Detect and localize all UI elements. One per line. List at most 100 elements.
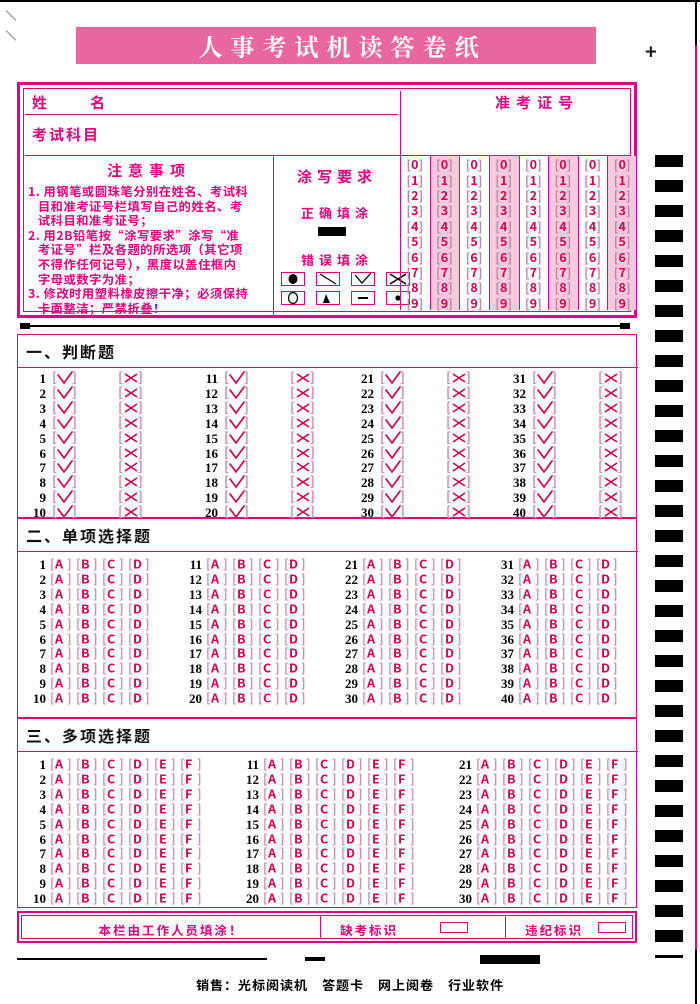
- svg-text:[: [: [580, 875, 585, 891]
- svg-text:[: [: [393, 831, 398, 847]
- svg-text:A: A: [210, 690, 220, 706]
- svg-text:[: [: [596, 660, 601, 676]
- svg-text:E: E: [585, 816, 593, 832]
- svg-text:]: ]: [67, 586, 72, 602]
- svg-text:[: [: [102, 816, 107, 832]
- svg-text:[: [: [180, 801, 185, 817]
- svg-text:[: [: [606, 875, 611, 891]
- svg-text:[: [: [258, 586, 263, 602]
- svg-text:[: [: [544, 571, 549, 587]
- svg-text:F: F: [398, 860, 405, 876]
- svg-text:A: A: [366, 586, 376, 602]
- svg-text:[: [: [528, 875, 533, 891]
- svg-text:B: B: [81, 816, 90, 832]
- svg-text:A: A: [267, 816, 277, 832]
- svg-text:[: [: [528, 860, 533, 876]
- svg-text:F: F: [398, 831, 405, 847]
- svg-text:]: ]: [384, 756, 389, 772]
- svg-text:]: ]: [493, 831, 498, 847]
- svg-text:[: [: [76, 845, 81, 861]
- svg-text:D: D: [559, 771, 568, 787]
- svg-text:]: ]: [249, 675, 254, 691]
- svg-text:[: [: [362, 571, 367, 587]
- svg-text:B: B: [237, 660, 246, 676]
- svg-text:[: [: [502, 845, 507, 861]
- svg-text:B: B: [81, 690, 90, 706]
- svg-text:[: [: [118, 370, 123, 386]
- svg-text:[: [: [102, 801, 107, 817]
- svg-text:B: B: [81, 601, 90, 617]
- svg-text:]: ]: [275, 675, 280, 691]
- svg-text:A: A: [366, 645, 376, 661]
- svg-text:[: [: [367, 831, 372, 847]
- svg-text:B: B: [549, 675, 558, 691]
- svg-text:[: [: [206, 645, 211, 661]
- svg-text:]: ]: [457, 645, 462, 661]
- svg-text:A: A: [54, 571, 64, 587]
- svg-text:D: D: [601, 675, 610, 691]
- svg-text:[: [: [580, 771, 585, 787]
- svg-text:]: ]: [145, 816, 150, 832]
- svg-text:[: [: [476, 801, 481, 817]
- svg-text:]: ]: [223, 556, 228, 572]
- svg-text:C: C: [320, 801, 328, 817]
- svg-text:[: [: [76, 756, 81, 772]
- svg-text:[: [: [380, 489, 385, 505]
- svg-text:]: ]: [519, 890, 524, 906]
- svg-text:[: [: [128, 645, 133, 661]
- svg-text:C: C: [107, 645, 115, 661]
- svg-text:]: ]: [306, 801, 311, 817]
- svg-text:D: D: [133, 660, 142, 676]
- svg-text:A: A: [480, 801, 490, 817]
- svg-text:]: ]: [67, 786, 72, 802]
- svg-text:D: D: [601, 571, 610, 587]
- svg-text:C: C: [107, 616, 115, 632]
- svg-text:D: D: [601, 601, 610, 617]
- svg-text:[: [: [206, 556, 211, 572]
- svg-text:]: ]: [613, 660, 618, 676]
- svg-text:[: [: [290, 430, 295, 446]
- svg-text:]: ]: [587, 601, 592, 617]
- svg-text:]: ]: [410, 816, 415, 832]
- svg-text:B: B: [81, 571, 90, 587]
- svg-text:[: [: [315, 890, 320, 906]
- svg-text:]: ]: [493, 860, 498, 876]
- svg-text:B: B: [237, 690, 246, 706]
- svg-text:A: A: [522, 631, 532, 647]
- svg-text:B: B: [81, 756, 90, 772]
- svg-text:[: [: [446, 445, 451, 461]
- svg-text:B: B: [237, 645, 246, 661]
- svg-text:]: ]: [457, 631, 462, 647]
- svg-text:C: C: [263, 675, 271, 691]
- svg-text:]: ]: [67, 860, 72, 876]
- svg-text:]: ]: [138, 474, 143, 490]
- svg-text:B: B: [81, 771, 90, 787]
- svg-text:[: [: [440, 660, 445, 676]
- svg-text:[: [: [50, 816, 55, 832]
- svg-text:[: [: [118, 474, 123, 490]
- svg-text:A: A: [267, 860, 277, 876]
- svg-text:B: B: [237, 631, 246, 647]
- svg-text:]: ]: [332, 845, 337, 861]
- svg-text:]: ]: [332, 831, 337, 847]
- svg-text:]: ]: [379, 571, 384, 587]
- svg-text:]: ]: [119, 890, 124, 906]
- svg-text:]: ]: [275, 690, 280, 706]
- svg-text:[: [: [76, 616, 81, 632]
- svg-text:[: [: [128, 571, 133, 587]
- svg-text:]: ]: [197, 860, 202, 876]
- svg-text:[: [: [50, 756, 55, 772]
- svg-text:[: [: [367, 801, 372, 817]
- svg-text:D: D: [133, 586, 142, 602]
- svg-text:[: [: [518, 556, 523, 572]
- svg-text:B: B: [294, 890, 303, 906]
- svg-text:[: [: [596, 586, 601, 602]
- svg-text:[: [: [414, 556, 419, 572]
- svg-text:F: F: [185, 831, 192, 847]
- svg-text:C: C: [107, 756, 115, 772]
- svg-text:[: [: [380, 459, 385, 475]
- svg-text:]: ]: [138, 400, 143, 416]
- svg-text:]: ]: [145, 801, 150, 817]
- svg-text:]: ]: [249, 616, 254, 632]
- svg-text:]: ]: [67, 831, 72, 847]
